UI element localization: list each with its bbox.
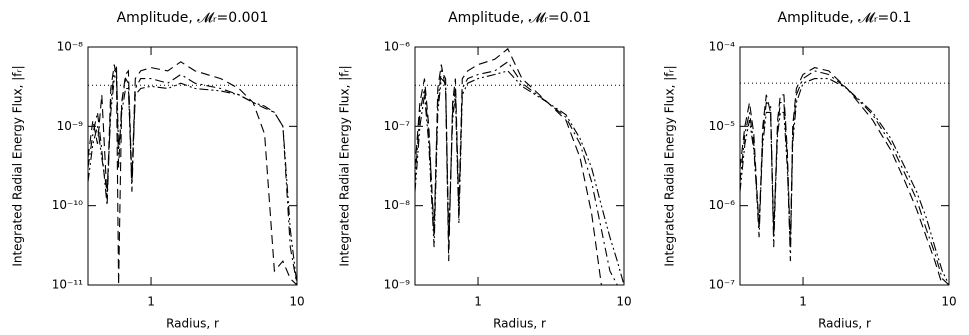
x-axis-label: Radius, r bbox=[493, 317, 546, 331]
y-tick-label: 10⁻⁶ bbox=[384, 40, 411, 54]
x-tick-label: 10 bbox=[616, 295, 631, 309]
y-tick-label: 10⁻¹⁰ bbox=[52, 198, 83, 212]
x-tick-label: 10 bbox=[941, 295, 956, 309]
y-tick-label: 10⁻⁷ bbox=[384, 119, 411, 133]
y-tick-label: 10⁻⁹ bbox=[384, 278, 411, 292]
plot-frame bbox=[739, 46, 950, 286]
y-tick-label: 10⁻⁸ bbox=[57, 40, 84, 54]
x-tick-label: 10 bbox=[289, 295, 304, 309]
y-tick-label: 10⁻⁷ bbox=[709, 278, 736, 292]
plot-frame bbox=[414, 46, 625, 286]
y-tick-label: 10⁻⁶ bbox=[709, 198, 736, 212]
chart-title: Amplitude, 𝓜ᵣ=0.01 bbox=[448, 10, 591, 26]
series-line bbox=[740, 78, 949, 285]
y-tick-label: 10⁻⁴ bbox=[709, 40, 736, 54]
plot-area bbox=[740, 67, 949, 285]
y-axis-label: Integrated Radial Energy Flux, |fᵣ| bbox=[663, 65, 677, 266]
x-tick-label: 1 bbox=[799, 295, 807, 309]
series-line bbox=[88, 65, 297, 285]
y-tick-label: 10⁻⁹ bbox=[57, 119, 84, 133]
panel: Amplitude, 𝓜ᵣ=0.1 Radius, r Integrated Rad… bbox=[663, 10, 957, 331]
x-tick-label: 1 bbox=[474, 295, 482, 309]
y-axis-label: Integrated Radial Energy Flux, |fᵣ| bbox=[338, 65, 352, 266]
series-line bbox=[88, 70, 297, 285]
plot-frame bbox=[87, 46, 298, 286]
series-line bbox=[88, 61, 297, 285]
chart-title: Amplitude, 𝓜ᵣ=0.1 bbox=[778, 10, 912, 26]
x-axis-label: Radius, r bbox=[818, 317, 871, 331]
plot-area bbox=[415, 47, 624, 285]
x-axis-label: Radius, r bbox=[166, 317, 219, 331]
plot-area bbox=[88, 61, 297, 285]
series-line bbox=[740, 70, 949, 285]
chart-title: Amplitude, 𝓜ᵣ=0.001 bbox=[117, 10, 269, 26]
x-tick-label: 1 bbox=[147, 295, 155, 309]
y-tick-label: 10⁻⁸ bbox=[384, 198, 411, 212]
series-line bbox=[415, 61, 624, 285]
series-line bbox=[740, 67, 949, 285]
series-line bbox=[415, 70, 624, 285]
y-tick-label: 10⁻⁵ bbox=[709, 119, 736, 133]
panel: Amplitude, 𝓜ᵣ=0.001 Radius, r Integrated R… bbox=[11, 10, 305, 331]
y-axis-label: Integrated Radial Energy Flux, |fᵣ| bbox=[11, 65, 25, 266]
y-tick-label: 10⁻¹¹ bbox=[52, 278, 83, 292]
panel: Amplitude, 𝓜ᵣ=0.01 Radius, r Integrated Ra… bbox=[338, 10, 632, 331]
